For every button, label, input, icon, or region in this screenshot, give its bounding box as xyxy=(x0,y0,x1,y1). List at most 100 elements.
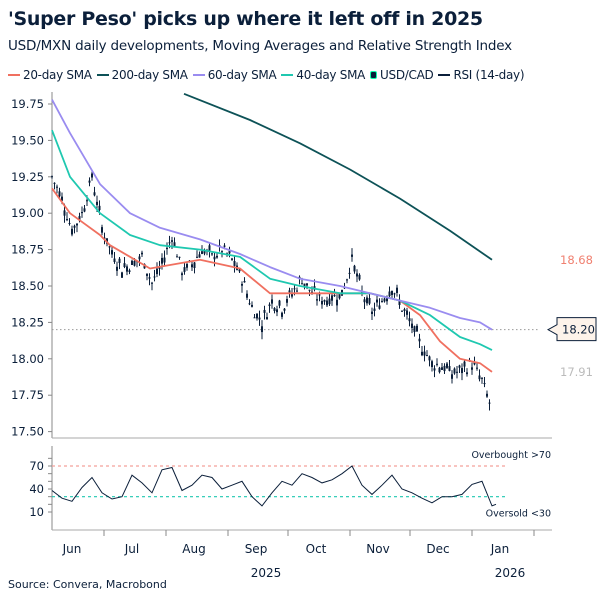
price-candle-body xyxy=(416,325,418,332)
price-candle-body xyxy=(261,326,263,333)
price-candle-body xyxy=(203,250,206,254)
legend-item-sma60: 60-day SMA xyxy=(192,68,277,82)
y-tick-label: 19.50 xyxy=(11,133,44,147)
price-candle-body xyxy=(263,309,266,313)
price-candle-body xyxy=(141,252,143,255)
price-candle-body xyxy=(211,253,213,255)
price-candle-body xyxy=(151,282,153,284)
price-candle-body xyxy=(243,281,246,283)
month-label: Sep xyxy=(245,542,268,556)
price-candle-body xyxy=(431,361,433,367)
line-rsi xyxy=(51,465,497,507)
price-candle-body xyxy=(451,374,453,379)
price-candle-body xyxy=(216,255,218,258)
price-candle-body xyxy=(253,317,256,319)
price-candle-body xyxy=(241,283,243,286)
price-candle-body xyxy=(98,205,101,211)
price-candle-body xyxy=(386,297,388,302)
price-candle-body xyxy=(73,225,76,228)
price-candle-body xyxy=(138,256,141,260)
price-candle-body xyxy=(161,257,163,264)
price-candle-body xyxy=(133,260,136,266)
price-candle-body xyxy=(148,277,151,279)
price-candle-body xyxy=(393,293,396,295)
legend: 20-day SMA 200-day SMA 60-day SMA 40-day SM… xyxy=(8,68,525,82)
price-candle-body xyxy=(198,254,201,258)
legend-item-sma20: 20-day SMA xyxy=(8,68,92,82)
price-candle-body xyxy=(283,308,286,311)
legend-label: RSI (14-day) xyxy=(453,68,525,82)
price-candle-body xyxy=(428,356,431,361)
price-candle-body xyxy=(473,361,476,365)
y-tick-label: 18.50 xyxy=(11,279,44,293)
price-candle-body xyxy=(78,216,81,221)
price-candle-body xyxy=(348,272,351,274)
callout-label: 18.20 xyxy=(562,323,595,337)
price-candle-body xyxy=(481,377,483,379)
price-candle-body xyxy=(471,367,473,370)
price-candle-body xyxy=(388,291,391,297)
price-candle-body xyxy=(181,273,183,276)
price-candle-body xyxy=(228,250,231,254)
price-candle-body xyxy=(233,261,236,266)
price-candle-body xyxy=(296,290,298,292)
price-candle-body xyxy=(88,180,91,183)
price-candle-body xyxy=(191,264,193,268)
price-candle-body xyxy=(111,250,113,255)
price-candle-body xyxy=(436,363,438,365)
price-candle-body xyxy=(363,299,366,303)
price-candle-body xyxy=(306,283,308,286)
price-candle-body xyxy=(201,251,203,254)
price-candle-body xyxy=(163,257,166,263)
price-candle-body xyxy=(351,254,353,257)
y-tick-label: 18.75 xyxy=(11,243,44,257)
line-sma200 xyxy=(183,92,493,261)
price-candle-body xyxy=(63,210,66,216)
month-label: Oct xyxy=(306,542,327,556)
price-candle-body xyxy=(441,367,443,370)
price-candle-body xyxy=(71,228,73,235)
y-tick-label: 17.75 xyxy=(11,388,44,402)
threshold-label-oversold: Oversold <30 xyxy=(486,509,551,520)
price-candle-body xyxy=(286,299,288,303)
price-candle-body xyxy=(421,351,423,356)
price-candle-body xyxy=(91,173,93,178)
price-candle-body xyxy=(336,299,338,306)
price-candle-body xyxy=(223,245,226,247)
price-candle-body xyxy=(81,212,83,214)
y-tick-label: 17.50 xyxy=(11,425,44,439)
price-candle-body xyxy=(301,283,303,285)
price-candle-body xyxy=(258,317,261,320)
price-candle-body xyxy=(461,368,463,374)
price-candle-body xyxy=(121,272,123,278)
line-swatch-icon xyxy=(96,74,109,76)
price-candle-body xyxy=(238,269,241,272)
price-candle-body xyxy=(448,366,451,371)
price-candle-body xyxy=(381,300,383,302)
price-candle-body xyxy=(278,300,281,306)
price-candle-body xyxy=(213,256,216,260)
y-tick-label: 18.00 xyxy=(11,352,44,366)
month-label: Dec xyxy=(426,542,449,556)
rsi-tick-label: 40 xyxy=(29,482,44,496)
price-candle-body xyxy=(126,266,128,272)
price-candle-body xyxy=(86,200,88,202)
price-candle-body xyxy=(83,208,86,212)
candle-marker-icon xyxy=(370,71,378,79)
price-candle-body xyxy=(173,242,176,247)
price-candle-body xyxy=(251,304,253,307)
price-candle-body xyxy=(53,182,56,184)
price-candle-body xyxy=(276,309,278,313)
price-candle-body xyxy=(323,300,326,302)
price-candle-body xyxy=(131,260,133,266)
price-candle-body xyxy=(108,246,111,248)
y-tick-label: 18.25 xyxy=(11,315,44,329)
price-candle-body xyxy=(456,371,458,373)
rsi-tick-label: 10 xyxy=(29,505,44,519)
price-candle-body xyxy=(51,176,53,178)
price-candle-body xyxy=(373,308,376,311)
legend-item-sma200: 200-day SMA xyxy=(96,68,188,82)
price-candle-body xyxy=(423,351,426,356)
price-candle-body xyxy=(246,293,248,298)
